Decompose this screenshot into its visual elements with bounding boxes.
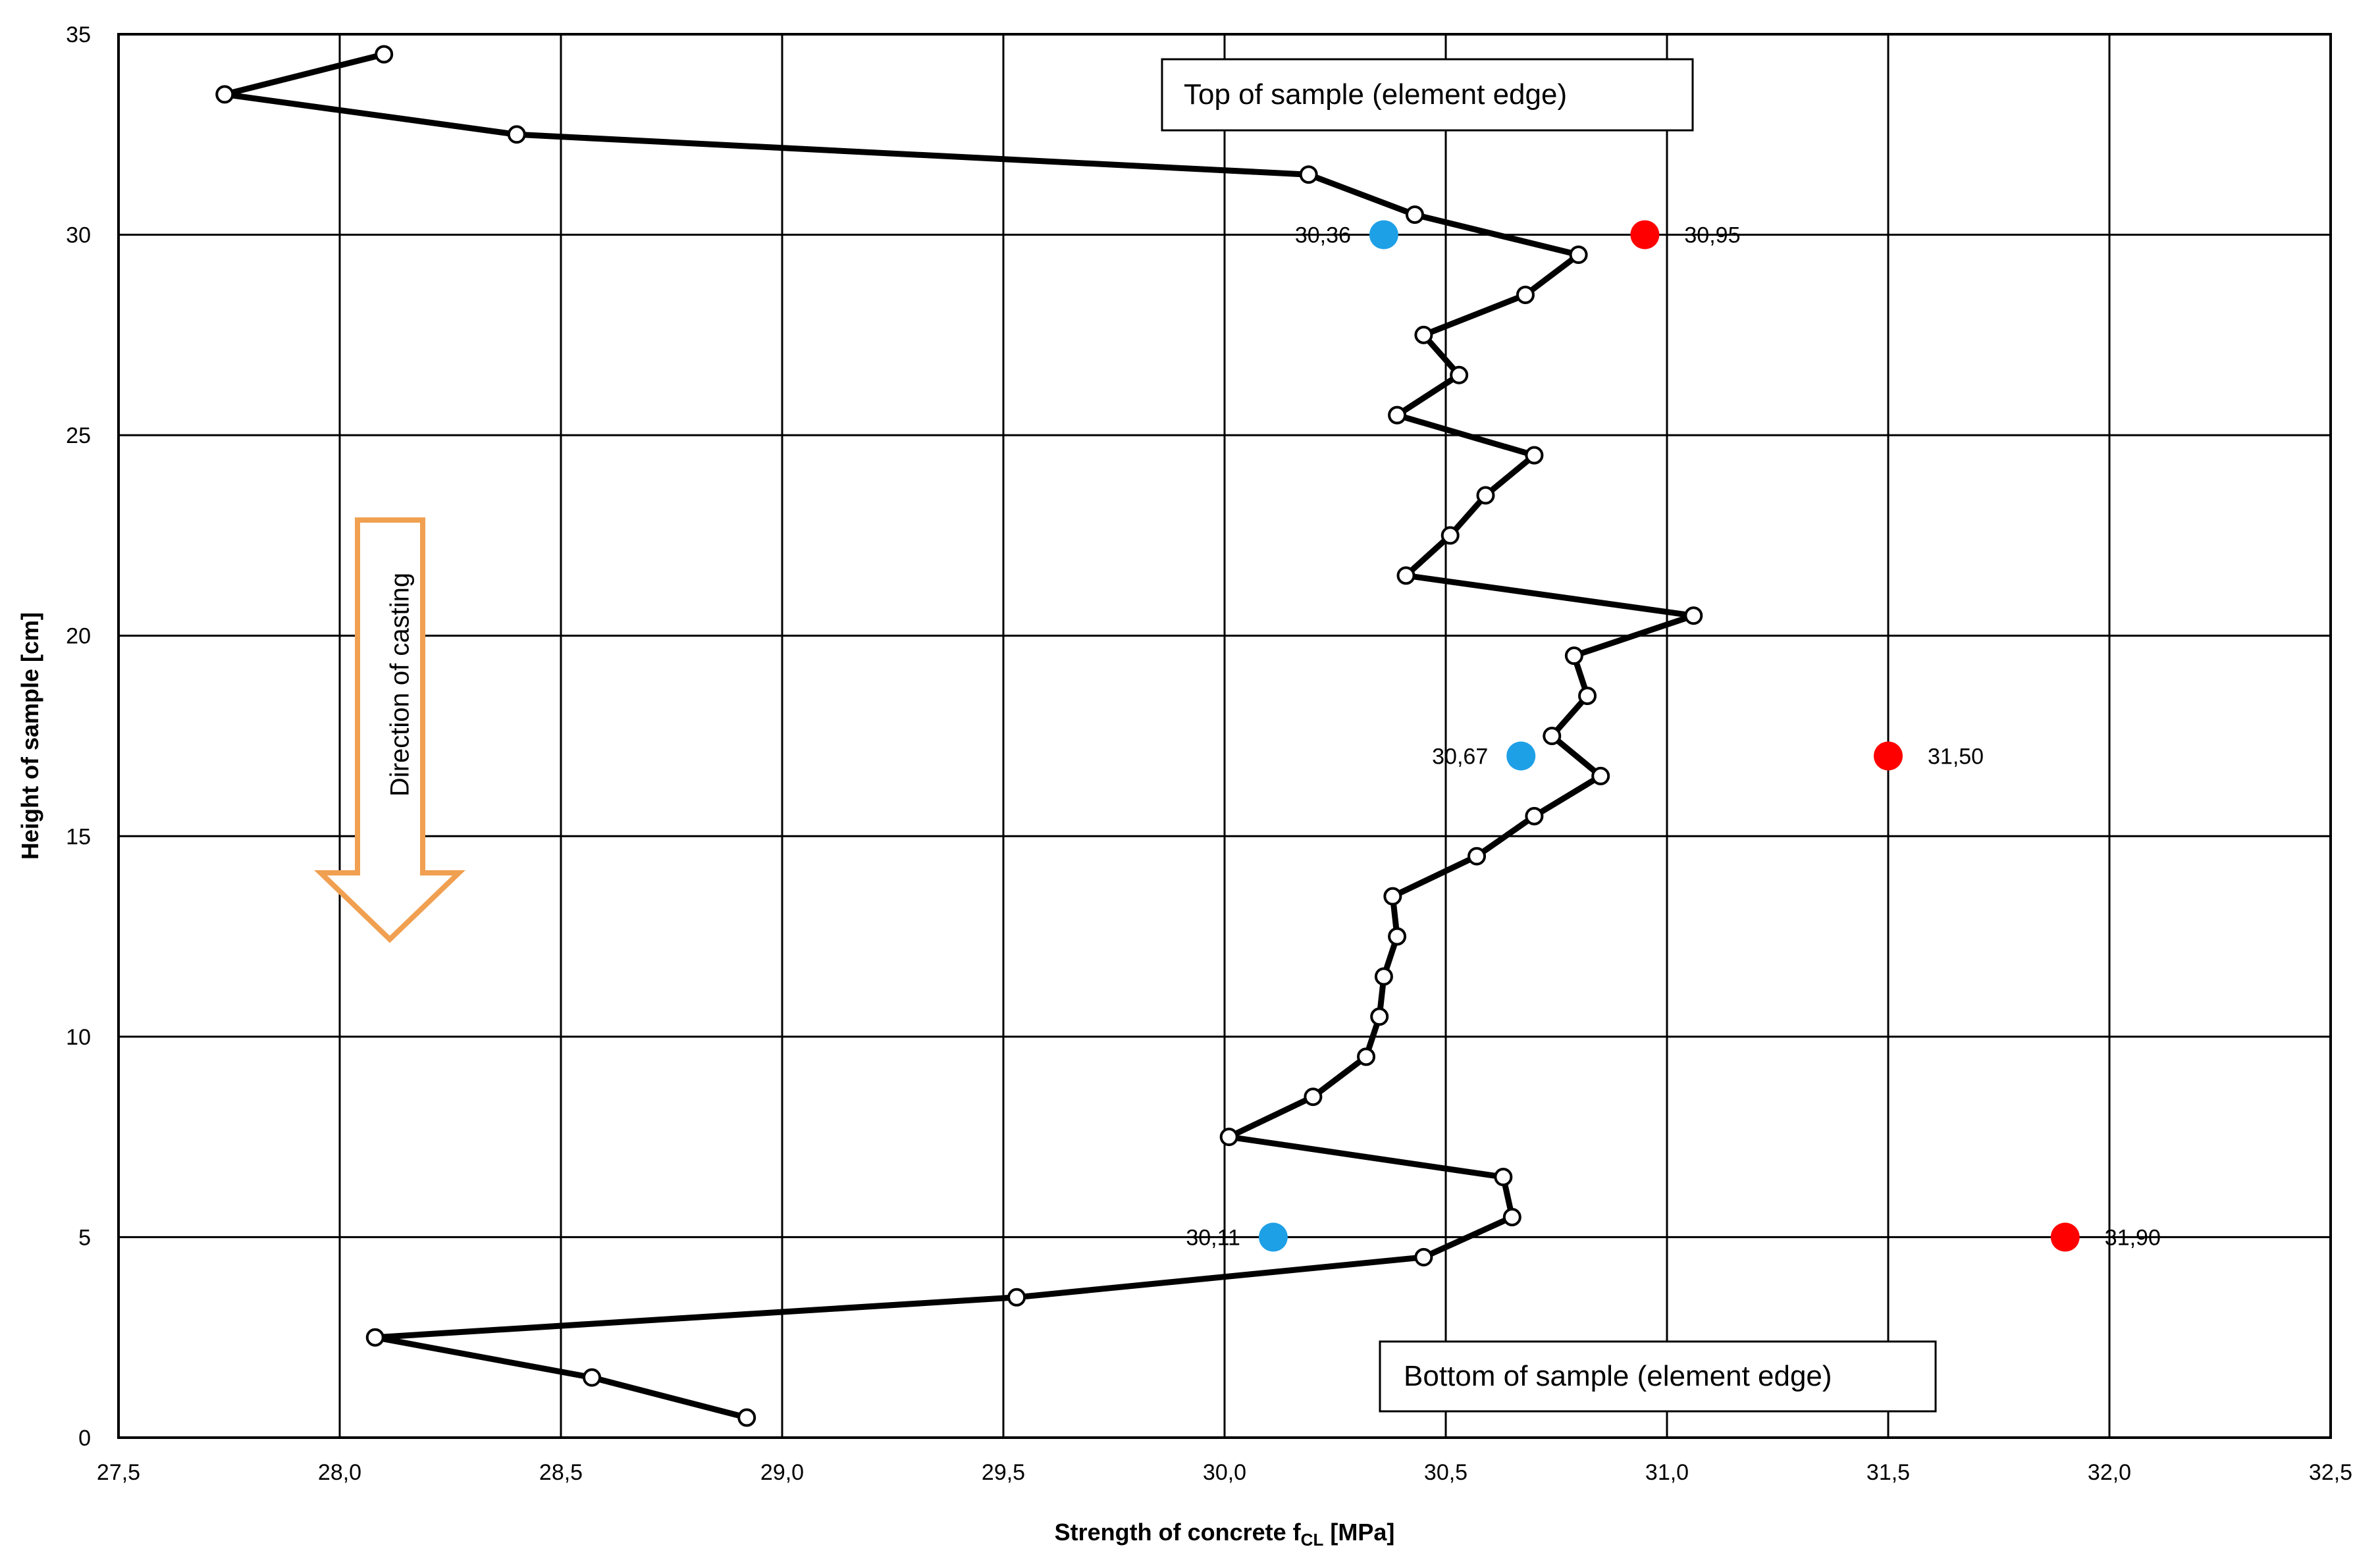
data-point (1219, 1128, 1238, 1147)
red-mean-label: 30,95 (1684, 223, 1740, 248)
bottom-annotation-text: Bottom of sample (element edge) (1404, 1360, 1832, 1392)
blue-mean-marker (1258, 1222, 1288, 1252)
y-tick-label: 15 (66, 824, 91, 849)
x-tick-label: 28,0 (318, 1460, 361, 1485)
data-point (1684, 606, 1703, 625)
data-point (1578, 687, 1597, 706)
top-annotation: Top of sample (element edge) (1161, 58, 1694, 132)
x-tick-label: 29,0 (760, 1460, 804, 1485)
blue-mean-label: 30,67 (1432, 744, 1488, 769)
data-point (1502, 1207, 1521, 1226)
y-tick-label: 25 (66, 423, 91, 448)
x-axis-title-main: Strength of concrete f (1055, 1519, 1302, 1546)
y-tick-label: 0 (78, 1426, 91, 1451)
data-point (1441, 526, 1460, 545)
data-point (1450, 365, 1469, 384)
data-point (1476, 486, 1495, 505)
y-tick-label: 35 (66, 22, 91, 47)
blue-mean-marker (1369, 220, 1398, 249)
data-point (365, 1328, 384, 1347)
red-mean-label: 31,90 (2105, 1225, 2161, 1250)
strength-series (215, 45, 1703, 1427)
casting-direction-arrow: Direction of casting (314, 517, 465, 943)
y-tick-label: 30 (66, 223, 91, 248)
x-tick-label: 32,0 (2088, 1460, 2131, 1485)
data-point (1396, 566, 1415, 585)
x-tick-label: 31,0 (1645, 1460, 1689, 1485)
data-point (1388, 927, 1407, 946)
x-tick-label: 29,5 (982, 1460, 1025, 1485)
data-point (1388, 405, 1407, 425)
data-point (1383, 887, 1402, 906)
blue-mean-marker (1506, 741, 1536, 771)
red-mean-label: 31,50 (1928, 744, 1984, 769)
top-annotation-text: Top of sample (element edge) (1184, 78, 1567, 111)
data-point (1304, 1087, 1323, 1107)
data-point (507, 125, 526, 144)
data-point (1525, 806, 1544, 825)
arrow-label: Direction of casting (386, 573, 415, 796)
blue-mean-label: 30,11 (1186, 1225, 1240, 1250)
red-mean-markers: 30,95 31,50 31,90 (1630, 220, 2161, 1252)
plot-area-frame (117, 33, 2332, 1439)
red-mean-marker (2050, 1222, 2080, 1252)
x-tick-labels: 27,5 28,0 28,5 29,0 29,5 30,0 30,5 31,0 31,5 32,0… (97, 1460, 2352, 1485)
data-point (1591, 766, 1610, 785)
data-point (1525, 446, 1544, 465)
x-tick-label: 27,5 (97, 1460, 140, 1485)
y-tick-label: 10 (66, 1025, 91, 1050)
bottom-annotation-box (1379, 1340, 1937, 1413)
x-tick-label: 32,5 (2309, 1460, 2352, 1485)
data-point (1370, 1007, 1389, 1026)
data-point (1405, 205, 1424, 224)
x-tick-label: 30,5 (1424, 1460, 1468, 1485)
data-point (1414, 325, 1433, 344)
blue-mean-label: 30,36 (1295, 223, 1351, 248)
y-tick-label: 5 (78, 1225, 91, 1250)
data-point (1374, 967, 1393, 986)
bottom-annotation: Bottom of sample (element edge) (1379, 1340, 1937, 1413)
data-point (1543, 727, 1562, 745)
series-line (221, 51, 1697, 1421)
blue-mean-markers: 30,36 30,67 30,11 (1186, 220, 1536, 1252)
data-point (1357, 1047, 1376, 1066)
red-mean-marker (1630, 220, 1660, 249)
data-point (1494, 1168, 1513, 1187)
data-point (1516, 285, 1535, 304)
x-tick-label: 30,0 (1203, 1460, 1246, 1485)
data-point (1299, 165, 1318, 184)
data-point (215, 85, 234, 104)
x-axis-title-subscript: CL (1301, 1530, 1324, 1550)
data-point (1007, 1288, 1026, 1307)
gridlines (119, 34, 2331, 1438)
x-axis-title: Strength of concrete fCL [MPa] (1055, 1519, 1395, 1550)
data-point (583, 1368, 602, 1387)
x-axis-title-unit: [MPa] (1323, 1519, 1394, 1546)
data-point (1564, 646, 1583, 666)
top-annotation-box (1161, 58, 1694, 132)
red-mean-marker (1874, 741, 1903, 771)
y-axis-title: Height of sample [cm] (16, 612, 43, 860)
x-tick-label: 28,5 (539, 1460, 583, 1485)
arrow-shape (314, 517, 465, 943)
x-tick-label: 31,5 (1866, 1460, 1910, 1485)
data-point (1414, 1247, 1433, 1266)
y-tick-labels: 0 5 10 15 20 25 30 35 (66, 22, 91, 1451)
data-point (737, 1408, 756, 1427)
data-point (1569, 246, 1588, 265)
y-tick-label: 20 (66, 624, 91, 649)
data-point (375, 45, 394, 64)
data-point (1468, 847, 1487, 866)
